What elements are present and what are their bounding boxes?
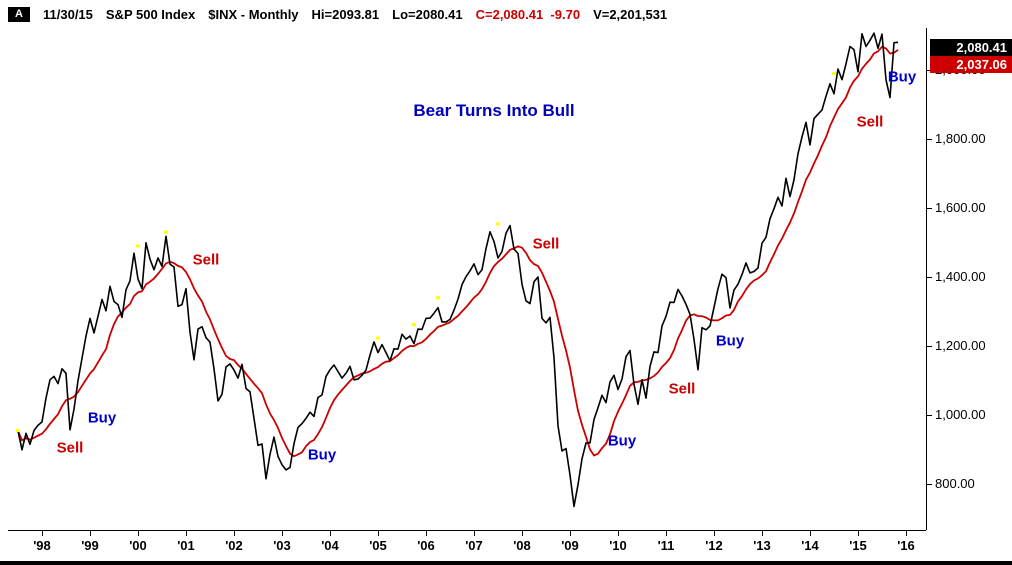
header-high-value: Hi=2093.81 [311,6,380,22]
sell-signal-label: Sell [192,251,220,269]
header-close-change: C=2,080.41 -9.70 [475,6,581,22]
x-axis-label: '99 [81,538,99,553]
sell-signal-label: Sell [532,235,560,253]
last-price-tag: 2,080.41 [930,39,1012,56]
header-ticker-timeframe: $INX - Monthly [208,6,299,22]
x-axis-label: '14 [801,538,819,553]
highlight-marker [164,230,168,234]
ma-price-tag: 2,037.06 [930,56,1012,73]
header-low-value: Lo=2080.41 [392,6,463,22]
highlight-marker [832,71,836,75]
y-axis-label: 1,400.00 [935,269,986,284]
buy-signal-label: Buy [87,409,117,427]
x-axis-label: '07 [465,538,483,553]
moving-average-line [17,45,899,458]
x-axis-label: '02 [225,538,243,553]
x-axis-label: '08 [513,538,531,553]
x-axis-label: '06 [417,538,435,553]
x-axis-label: '00 [129,538,147,553]
x-axis-label: '10 [609,538,627,553]
highlight-marker [412,323,416,327]
x-axis-label: '03 [273,538,291,553]
header-date: 11/30/15 [43,6,93,22]
highlight-marker [376,336,380,340]
y-axis-label: 800.00 [935,476,975,491]
y-axis-label: 1,600.00 [935,200,986,215]
highlight-marker [16,429,20,433]
x-axis-label: '11 [657,538,675,553]
chart-header: A 11/30/15 S&P 500 Index $INX - Monthly … [0,0,1012,28]
buy-signal-label: Buy [715,332,745,350]
app-logo-icon: A [8,6,30,22]
sell-signal-label: Sell [856,113,884,131]
x-axis-label: '13 [753,538,771,553]
y-axis-label: 1,800.00 [935,131,986,146]
y-axis-label: 1,000.00 [935,407,986,422]
axis-frame [8,28,927,531]
highlight-marker [136,244,140,248]
price-line [17,32,899,508]
x-axis-label: '01 [177,538,195,553]
sell-signal-label: Sell [668,380,696,398]
x-axis-label: '15 [849,538,867,553]
x-axis-label: '16 [897,538,915,553]
x-axis-label: '05 [369,538,387,553]
header-volume: V=2,201,531 [593,6,668,22]
x-axis-label: '98 [33,538,51,553]
sell-signal-label: Sell [56,439,84,457]
header-symbol-name: S&P 500 Index [105,6,196,22]
buy-signal-label: Buy [607,432,637,450]
buy-signal-label: Buy [887,68,917,86]
y-axis-label: 1,200.00 [935,338,986,353]
x-axis-label: '09 [561,538,579,553]
highlight-marker [496,222,500,226]
x-axis-label: '12 [705,538,723,553]
x-axis-label: '04 [321,538,339,553]
bottom-border [0,561,1012,565]
highlight-marker [436,296,440,300]
chart-title: Bear Turns Into Bull [413,101,575,121]
buy-signal-label: Buy [307,446,337,464]
